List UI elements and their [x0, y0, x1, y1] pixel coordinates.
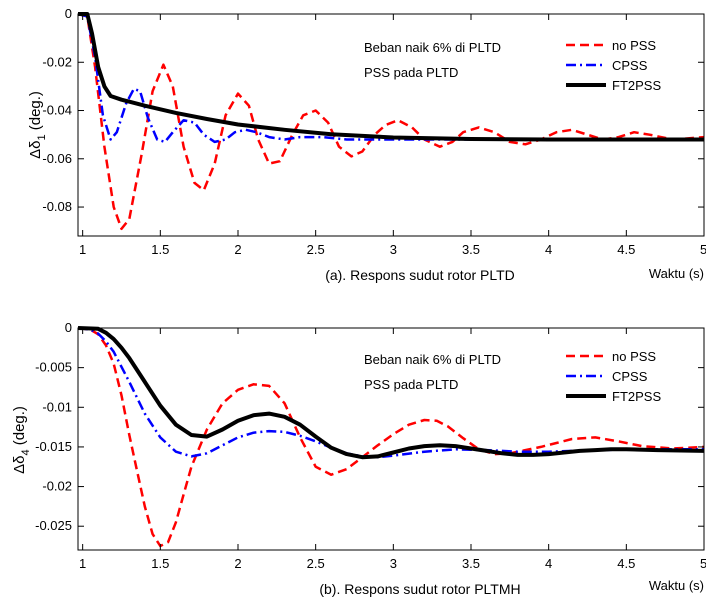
chart-a-x-tick-label: 1.5	[151, 242, 169, 257]
chart-b-axes-box	[77, 327, 705, 551]
chart-a-x-tick-label: 3	[390, 242, 397, 257]
chart-a-annotation-line-1: Beban naik 6% di PLTD	[364, 40, 501, 55]
chart-b-x-tick-label: 4.5	[617, 556, 635, 571]
chart-a-x-tick-label: 5	[700, 242, 706, 257]
chart-b-x-tick-label: 4	[545, 556, 552, 571]
chart-a-x-axis-label: Waktu (s)	[649, 266, 704, 281]
chart-b-y-axis-label: Δδ4 (deg.)	[11, 406, 32, 474]
chart-b-y-tick-label: -0.015	[35, 439, 72, 454]
chart-b-y-label-prefix: Δδ	[11, 456, 28, 474]
chart-a-x-tick-label: 4.5	[617, 242, 635, 257]
chart-b-annotation-line-1: Beban naik 6% di PLTD	[364, 352, 501, 367]
chart-a-x-tick-label: 2.5	[307, 242, 325, 257]
chart-a-axes-box	[77, 13, 705, 237]
chart-a-annotation-line-2: PSS pada PLTD	[364, 65, 458, 80]
chart-b-x-axis-label: Waktu (s)	[649, 578, 704, 593]
chart-b-x-tick-label: 2	[234, 556, 241, 571]
chart-b-y-tick-label: -0.02	[42, 479, 72, 494]
chart-a-x-tick-label: 2	[234, 242, 241, 257]
chart-b-series-no-pss	[77, 326, 705, 548]
chart-b-legend-label-no-pss: no PSS	[612, 349, 656, 364]
chart-a-series	[77, 12, 705, 231]
chart-b-x-tick-label: 1.5	[151, 556, 169, 571]
chart-a-y-tick-label: 0	[65, 6, 72, 21]
chart-a-y-axis-label: Δδ1 (deg.)	[27, 91, 48, 159]
chart-b-caption: (b). Respons sudut rotor PLTMH	[319, 581, 520, 597]
chart-b-legend: no PSS CPSS FT2PSS	[566, 349, 661, 404]
chart-a-legend: no PSS CPSS FT2PSS	[566, 38, 661, 93]
chart-a: 0-0.02-0.04-0.06-0.08 1 1.5 2 2.5 3 3.5 4 4.5 5 …	[27, 6, 706, 283]
chart-a-x-tick-label: 1	[79, 242, 86, 257]
chart-a-legend-label-ft2pss: FT2PSS	[612, 78, 661, 93]
chart-b-x-tick-label: 2.5	[307, 556, 325, 571]
chart-a-legend-label-no-pss: no PSS	[612, 38, 656, 53]
chart-b-x-tick-label: 1	[79, 556, 86, 571]
chart-a-y-label-sub: 1	[36, 134, 48, 140]
chart-b-y-ticks: 0 -0.005 -0.01 -0.015 -0.02 -0.025	[35, 320, 704, 533]
chart-a-legend-label-cpss: CPSS	[612, 58, 648, 73]
chart-a-y-tick-label: -0.04	[42, 103, 72, 118]
chart-b-legend-label-ft2pss: FT2PSS	[612, 389, 661, 404]
chart-b-y-label-sub: 4	[20, 449, 32, 455]
chart-b-series	[77, 326, 705, 548]
chart-b-y-tick-label: 0	[65, 320, 72, 335]
chart-b: 0 -0.005 -0.01 -0.015 -0.02 -0.025 1 1.5 2 2.5 3 3…	[11, 320, 706, 597]
chart-a-y-ticks: 0 -0.02 -0.04 -0.06 -0.08	[42, 6, 704, 214]
chart-b-y-label-suffix: (deg.)	[11, 406, 28, 449]
chart-a-y-tick-label: -0.08	[42, 199, 72, 214]
chart-b-x-ticks: 1 1.5 2 2.5 3 3.5 4 4.5 5	[79, 328, 706, 571]
chart-a-x-tick-label: 4	[545, 242, 552, 257]
chart-a-x-tick-label: 3.5	[462, 242, 480, 257]
chart-a-caption: (a). Respons sudut rotor PLTD	[325, 267, 515, 283]
chart-a-y-label-suffix: (deg.)	[27, 91, 44, 134]
chart-b-series-ft2pss	[77, 326, 705, 460]
chart-b-legend-label-cpss: CPSS	[612, 369, 648, 384]
chart-b-y-tick-label: -0.005	[35, 360, 72, 375]
chart-b-y-tick-label: -0.01	[42, 399, 72, 414]
chart-a-y-tick-label: -0.06	[42, 151, 72, 166]
chart-b-x-tick-label: 3	[390, 556, 397, 571]
chart-b-x-tick-label: 5	[700, 556, 706, 571]
chart-a-y-tick-label: -0.02	[42, 54, 72, 69]
chart-a-y-label-prefix: Δδ	[27, 141, 44, 159]
chart-b-x-tick-label: 3.5	[462, 556, 480, 571]
chart-a-series-ft2pss	[78, 12, 704, 142]
chart-a-x-ticks: 1 1.5 2 2.5 3 3.5 4 4.5 5	[79, 14, 706, 257]
chart-b-y-tick-label: -0.025	[35, 518, 72, 533]
chart-a-plot-area	[78, 14, 704, 236]
chart-b-annotation-line-2: PSS pada PLTD	[364, 377, 458, 392]
